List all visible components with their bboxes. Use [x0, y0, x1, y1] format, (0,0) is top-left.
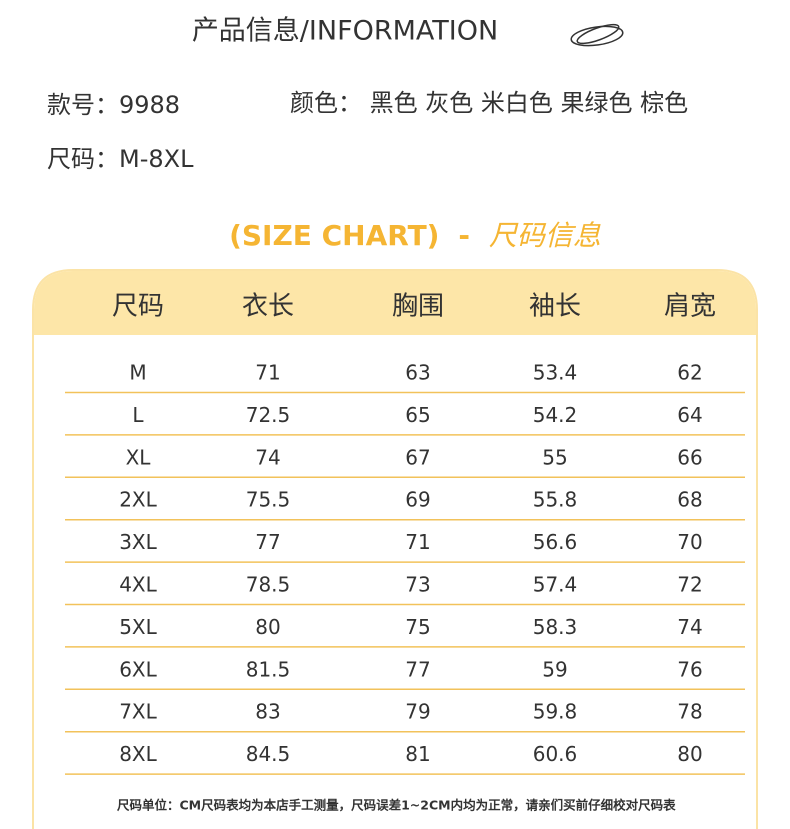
table-cell: 53.4 — [533, 361, 578, 385]
column-header: 袖长 — [529, 292, 581, 322]
table-cell: L — [132, 403, 144, 427]
table-cell: 73 — [405, 573, 430, 597]
table-cell: 2XL — [119, 488, 157, 512]
table-cell: 77 — [405, 657, 430, 681]
table-cell: 74 — [677, 615, 702, 639]
table-cell: 84.5 — [246, 742, 291, 766]
size-table: 尺码 衣长 胸围 袖长 肩宽 M 71 63 53.4 62 L 72.5 65 54.2 64 XL 74 67… — [65, 292, 745, 775]
table-cell: 72.5 — [246, 403, 291, 427]
table-cell: 59 — [542, 657, 567, 681]
table-cell: 67 — [405, 445, 430, 469]
table-cell: M — [129, 361, 146, 385]
footnote: 尺码单位：CM尺码表均为本店手工测量，尺码误差1~2CM内均为正常，请亲们买前仔… — [117, 798, 676, 813]
table-cell: 74 — [255, 445, 280, 469]
sizes: 尺码：M-8XL — [47, 145, 194, 173]
column-header: 肩宽 — [664, 292, 716, 322]
table-cell: 68 — [677, 488, 702, 512]
size-chart-title-en: (SIZE CHART) — [229, 219, 439, 252]
table-cell: 70 — [677, 530, 702, 554]
table-cell: 55 — [542, 445, 567, 469]
table-cell: 4XL — [119, 573, 157, 597]
table-cell: 80 — [255, 615, 280, 639]
table-cell: 64 — [677, 403, 702, 427]
size-chart-dash: - — [458, 219, 470, 252]
table-cell: 3XL — [119, 530, 157, 554]
table-cell: 81.5 — [246, 657, 291, 681]
table-cell: 72 — [677, 573, 702, 597]
column-header: 胸围 — [392, 292, 444, 322]
table-cell: 71 — [405, 530, 430, 554]
table-cell: 83 — [255, 700, 280, 724]
table-header-band — [34, 271, 756, 335]
column-header: 尺码 — [112, 292, 164, 322]
column-header: 衣长 — [242, 292, 294, 322]
table-cell: 56.6 — [533, 530, 578, 554]
table-cell: 78 — [677, 700, 702, 724]
table-cell: 75 — [405, 615, 430, 639]
table-cell: XL — [126, 445, 152, 469]
table-cell: 76 — [677, 657, 702, 681]
table-cell: 78.5 — [246, 573, 291, 597]
model-number: 款号：9988 — [47, 91, 180, 119]
table-cell: 59.8 — [533, 700, 578, 724]
decor-icon — [570, 23, 624, 47]
table-cell: 65 — [405, 403, 430, 427]
table-cell: 55.8 — [533, 488, 578, 512]
table-cell: 6XL — [119, 657, 157, 681]
table-cell: 80 — [677, 742, 702, 766]
colors: 颜色： 黑色 灰色 米白色 果绿色 棕色 — [290, 89, 688, 117]
table-cell: 60.6 — [533, 742, 578, 766]
table-cell: 75.5 — [246, 488, 291, 512]
size-chart-title-cn: 尺码信息 — [489, 219, 601, 252]
page-title: 产品信息/INFORMATION — [192, 16, 498, 47]
table-cell: 63 — [405, 361, 430, 385]
table-cell: 66 — [677, 445, 702, 469]
size-chart-title: (SIZE CHART) - 尺码信息 — [229, 219, 601, 252]
table-cell: 77 — [255, 530, 280, 554]
table-cell: 79 — [405, 700, 430, 724]
table-cell: 54.2 — [533, 403, 578, 427]
table-cell: 57.4 — [533, 573, 578, 597]
table-cell: 62 — [677, 361, 702, 385]
table-cell: 71 — [255, 361, 280, 385]
table-cell: 69 — [405, 488, 430, 512]
table-cell: 7XL — [119, 700, 157, 724]
table-cell: 58.3 — [533, 615, 578, 639]
table-cell: 81 — [405, 742, 430, 766]
table-cell: 8XL — [119, 742, 157, 766]
table-cell: 5XL — [119, 615, 157, 639]
